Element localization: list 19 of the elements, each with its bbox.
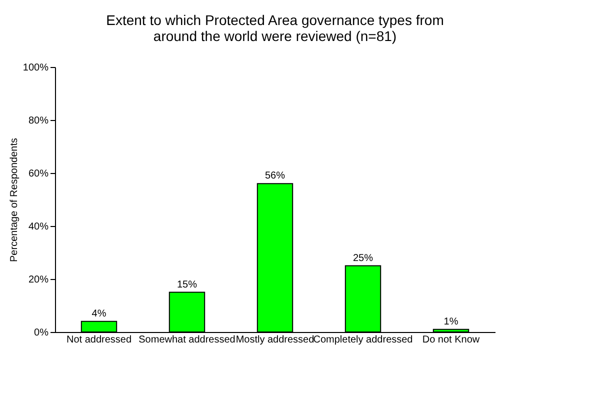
data-label: 56% xyxy=(264,170,286,182)
x-tick-label: Not addressed xyxy=(66,334,132,346)
data-label: 15% xyxy=(176,279,198,290)
y-tick-label: 60% xyxy=(28,168,49,180)
x-tick-label: Somewhat addressed xyxy=(138,334,236,346)
y-tick-label: 20% xyxy=(28,274,49,286)
y-tick-label: 80% xyxy=(28,116,49,126)
data-label: 4% xyxy=(92,308,106,320)
text: around the world were reviewed (n=81) xyxy=(153,28,397,44)
y-tick-label: 100% xyxy=(22,62,49,74)
x-tick-label: Completely addressed xyxy=(313,334,413,346)
x-tick-label: Mostly addressed xyxy=(236,334,314,346)
y-axis-title: Percentage of Respondents xyxy=(8,138,20,262)
text: Extent to which Protected Area governance types from xyxy=(106,12,444,28)
x-tick-label: Do not Know xyxy=(422,334,480,346)
data-label: 25% xyxy=(352,252,374,264)
y-tick-label: 0% xyxy=(34,328,49,338)
y-tick-label: 40% xyxy=(28,222,49,232)
data-label: 1% xyxy=(444,316,458,328)
